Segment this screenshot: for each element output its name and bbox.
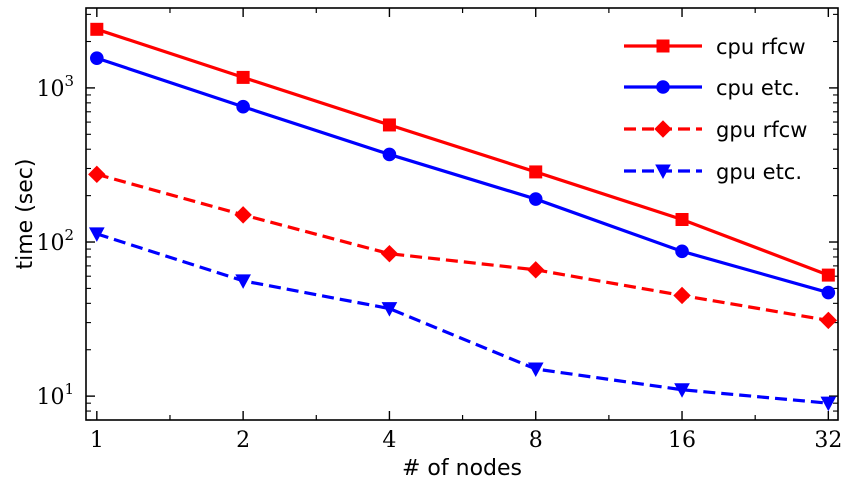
legend-marker — [655, 164, 671, 180]
data-point — [235, 274, 251, 289]
data-point — [90, 51, 104, 65]
data-point — [380, 244, 399, 263]
data-point — [821, 285, 836, 300]
legend-entry: cpu etc. — [624, 76, 800, 100]
legend-entry: gpu etc. — [624, 160, 802, 184]
legend: cpu rfcw cpu etc. gpu rfcw gpu etc. — [624, 35, 807, 184]
legend-entry: gpu rfcw — [624, 118, 807, 142]
legend-label: gpu etc. — [716, 160, 802, 184]
series-gpu-etc- — [88, 227, 837, 412]
data-point — [528, 192, 543, 206]
data-point — [234, 206, 252, 224]
data-point — [529, 165, 543, 179]
data-point — [819, 311, 838, 330]
tick-labels: 1 2 4 8 16 32 101 102 103 — [36, 72, 842, 453]
series-line — [96, 232, 829, 405]
series-group — [88, 22, 838, 412]
x-tick-label: 8 — [529, 428, 543, 453]
data-point — [820, 396, 837, 412]
data-point — [675, 244, 689, 259]
data-point — [382, 118, 396, 132]
legend-marker — [656, 80, 670, 94]
y-tick-label: 102 — [36, 226, 74, 256]
y-axis-label: time (sec) — [13, 159, 38, 270]
data-point — [527, 261, 545, 279]
data-point — [675, 212, 689, 226]
data-point — [821, 268, 835, 282]
plot-background — [86, 8, 838, 420]
data-point — [90, 22, 104, 36]
plot-frame — [85, 7, 839, 421]
series-cpu-etc- — [90, 51, 836, 300]
series-line — [96, 56, 829, 295]
x-tick-label: 16 — [668, 428, 696, 453]
data-point — [673, 286, 691, 305]
y-tick-label: 103 — [36, 72, 74, 102]
data-point — [674, 383, 690, 398]
data-point — [88, 227, 105, 242]
data-point — [382, 147, 397, 162]
x-axis-label: # of nodes — [402, 456, 522, 481]
y-tick-label: 101 — [36, 380, 74, 410]
legend-marker — [656, 39, 670, 53]
legend-entry: cpu rfcw — [624, 35, 806, 59]
data-point — [236, 70, 250, 84]
x-tick-label: 4 — [382, 428, 396, 453]
x-tick-label: 2 — [236, 428, 250, 453]
data-point — [527, 362, 544, 378]
series-line — [96, 27, 829, 277]
x-tick-label: 1 — [90, 428, 104, 453]
series-cpu-rfcw — [90, 22, 835, 282]
legend-label: cpu rfcw — [716, 35, 806, 59]
legend-label: gpu rfcw — [716, 118, 807, 142]
data-point — [88, 165, 106, 184]
x-tick-label: 32 — [814, 428, 842, 453]
data-point — [381, 302, 398, 317]
legend-marker — [654, 120, 672, 138]
legend-label: cpu etc. — [716, 76, 800, 100]
data-point — [236, 99, 250, 114]
series-line — [96, 172, 829, 322]
series-gpu-rfcw — [88, 165, 838, 330]
